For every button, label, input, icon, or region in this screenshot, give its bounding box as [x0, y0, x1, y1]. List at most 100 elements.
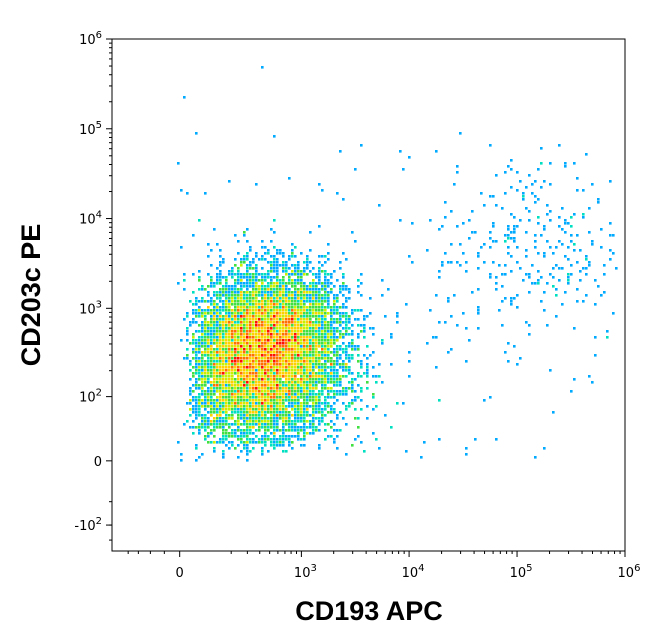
- event-dot: [195, 303, 198, 306]
- event-dot: [459, 243, 462, 246]
- event-dot: [222, 381, 225, 384]
- event-dot: [366, 315, 369, 318]
- event-dot: [237, 408, 240, 411]
- event-dot: [294, 291, 297, 294]
- event-dot: [303, 345, 306, 348]
- event-dot: [438, 438, 441, 441]
- event-dot: [288, 345, 291, 348]
- event-dot: [258, 390, 261, 393]
- event-dot: [243, 291, 246, 294]
- event-dot: [300, 273, 303, 276]
- event-dot: [249, 276, 252, 279]
- event-dot: [372, 432, 375, 435]
- event-dot: [321, 189, 324, 192]
- event-dot: [246, 345, 249, 348]
- event-dot: [222, 333, 225, 336]
- event-dot: [321, 300, 324, 303]
- event-dot: [375, 438, 378, 441]
- event-dot: [261, 342, 264, 345]
- event-dot: [312, 336, 315, 339]
- event-dot: [207, 441, 210, 444]
- event-dot: [306, 297, 309, 300]
- event-dot: [246, 435, 249, 438]
- event-dot: [231, 324, 234, 327]
- event-dot: [288, 306, 291, 309]
- event-dot: [510, 300, 513, 303]
- event-dot: [594, 336, 597, 339]
- event-dot: [324, 438, 327, 441]
- event-dot: [453, 183, 456, 186]
- event-dot: [189, 393, 192, 396]
- event-dot: [303, 372, 306, 375]
- event-dot: [294, 306, 297, 309]
- event-dot: [264, 291, 267, 294]
- event-dot: [324, 285, 327, 288]
- event-dot: [234, 297, 237, 300]
- event-dot: [252, 366, 255, 369]
- event-dot: [267, 318, 270, 321]
- event-dot: [315, 363, 318, 366]
- event-dot: [324, 312, 327, 315]
- event-dot: [270, 366, 273, 369]
- event-dot: [336, 192, 339, 195]
- event-dot: [210, 411, 213, 414]
- event-dot: [576, 288, 579, 291]
- event-dot: [318, 273, 321, 276]
- event-dot: [282, 360, 285, 363]
- event-dot: [360, 375, 363, 378]
- event-dot: [243, 384, 246, 387]
- event-dot: [240, 321, 243, 324]
- event-dot: [273, 384, 276, 387]
- event-dot: [261, 66, 264, 69]
- event-dot: [312, 381, 315, 384]
- event-dot: [348, 381, 351, 384]
- event-dot: [321, 330, 324, 333]
- event-dot: [231, 369, 234, 372]
- event-dot: [549, 273, 552, 276]
- event-dot: [255, 336, 258, 339]
- event-dot: [303, 270, 306, 273]
- event-dot: [282, 291, 285, 294]
- event-dot: [288, 339, 291, 342]
- event-dot: [543, 447, 546, 450]
- event-dot: [276, 252, 279, 255]
- event-dot: [264, 297, 267, 300]
- event-dot: [294, 411, 297, 414]
- event-dot: [306, 333, 309, 336]
- event-dot: [324, 270, 327, 273]
- event-dot: [273, 357, 276, 360]
- event-dot: [336, 327, 339, 330]
- event-dot: [525, 255, 528, 258]
- event-dot: [552, 285, 555, 288]
- event-dot: [228, 393, 231, 396]
- event-dot: [249, 309, 252, 312]
- event-dot: [558, 279, 561, 282]
- event-dot: [369, 354, 372, 357]
- event-dot: [234, 285, 237, 288]
- event-dot: [261, 258, 264, 261]
- event-dot: [201, 399, 204, 402]
- event-dot: [243, 357, 246, 360]
- event-dot: [303, 267, 306, 270]
- event-dot: [339, 429, 342, 432]
- event-dot: [264, 312, 267, 315]
- event-dot: [585, 294, 588, 297]
- event-dot: [324, 387, 327, 390]
- event-dot: [342, 417, 345, 420]
- event-dot: [237, 303, 240, 306]
- event-dot: [252, 387, 255, 390]
- event-dot: [243, 375, 246, 378]
- event-dot: [189, 300, 192, 303]
- event-dot: [582, 300, 585, 303]
- event-dot: [357, 360, 360, 363]
- event-dot: [249, 261, 252, 264]
- event-dot: [336, 375, 339, 378]
- event-dot: [366, 417, 369, 420]
- event-dot: [204, 435, 207, 438]
- event-dot: [312, 345, 315, 348]
- event-dot: [276, 414, 279, 417]
- event-dot: [264, 417, 267, 420]
- event-dot: [309, 342, 312, 345]
- event-dot: [276, 258, 279, 261]
- event-dot: [225, 279, 228, 282]
